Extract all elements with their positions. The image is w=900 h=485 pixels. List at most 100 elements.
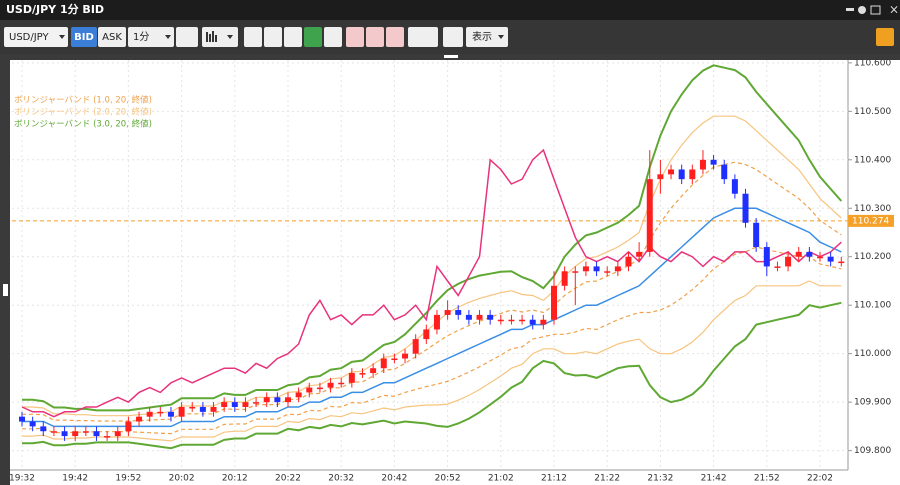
restore-button[interactable]: [870, 5, 881, 15]
band-line: [22, 301, 842, 450]
window-controls: ×: [846, 3, 899, 17]
candle-body: [263, 397, 270, 403]
candle-body: [391, 358, 398, 361]
interval-select[interactable]: [128, 27, 174, 47]
layout-button[interactable]: [304, 27, 322, 47]
symbol-select[interactable]: [4, 27, 68, 47]
candle-body: [785, 256, 792, 267]
dropdown-icon: [59, 35, 65, 39]
candle-body: [508, 319, 515, 322]
x-tick-label: 20:02: [169, 474, 195, 484]
x-tick-label: 19:32: [9, 474, 35, 484]
candle-body: [604, 271, 611, 273]
band-line: [22, 64, 843, 412]
candle-body: [678, 169, 685, 180]
x-tick-label: 22:02: [807, 474, 833, 484]
candle-body: [572, 271, 579, 273]
candle-body: [274, 397, 281, 403]
candle-body: [93, 431, 100, 437]
candle-body: [306, 387, 313, 393]
candle-body: [253, 402, 260, 404]
candle-body: [817, 256, 823, 259]
candle-body: [455, 310, 462, 315]
candle-body: [774, 266, 781, 268]
display-select[interactable]: [466, 27, 508, 47]
x-tick-label: 21:42: [701, 474, 727, 484]
candle-body: [370, 368, 377, 374]
zoom-in-button[interactable]: [244, 27, 262, 47]
window-button[interactable]: [324, 27, 342, 47]
x-tick-label: 21:22: [594, 474, 620, 484]
draw-tool-select[interactable]: [408, 27, 438, 47]
x-tick-label: 21:02: [488, 474, 514, 484]
side-handle[interactable]: [3, 284, 8, 296]
band-line: [22, 246, 842, 435]
candle-body: [189, 406, 196, 409]
minimize-button[interactable]: [846, 8, 854, 11]
resize-handle[interactable]: [444, 55, 458, 58]
bid-button[interactable]: [71, 27, 97, 47]
candle-body: [838, 261, 845, 264]
candle-body: [657, 174, 664, 180]
legend-entry: ボリンジャーバンド (3.0, 20, 終値): [14, 119, 152, 130]
candle-body: [157, 411, 164, 414]
band-line: [22, 161, 842, 422]
snapshot-button[interactable]: [443, 27, 463, 47]
x-tick-label: 19:42: [62, 474, 88, 484]
candle-body: [551, 285, 557, 320]
candle-body: [582, 266, 589, 272]
bid-text: BID: [74, 32, 94, 43]
symbol-text: USD/JPY: [9, 32, 49, 43]
dropdown-icon: [165, 35, 171, 39]
order-button[interactable]: [386, 27, 404, 47]
title-bar: [0, 0, 900, 20]
x-tick-label: 19:52: [115, 474, 141, 484]
compare-button[interactable]: [176, 27, 198, 47]
candle-body: [540, 319, 547, 325]
candle-body: [167, 411, 174, 417]
candle-body: [668, 169, 675, 175]
indicator-button[interactable]: [876, 28, 894, 46]
order-button[interactable]: [346, 27, 364, 47]
candle-body: [295, 392, 302, 398]
y-tick-label: 110.000: [854, 349, 891, 359]
candle-body: [710, 159, 717, 165]
candle-body: [242, 402, 249, 407]
ask-button[interactable]: [98, 27, 126, 47]
candle-body: [72, 431, 79, 437]
x-tick-label: 20:32: [328, 474, 354, 484]
candle-body: [285, 397, 291, 403]
last-price-box: [848, 214, 894, 227]
candle-body: [210, 406, 217, 412]
candle-body: [593, 266, 600, 272]
candle-body: [136, 416, 143, 422]
side-strip: [0, 60, 10, 485]
candle-body: [114, 431, 121, 437]
candle-body: [519, 319, 526, 322]
candle-body: [625, 256, 632, 267]
settings-button[interactable]: [858, 6, 866, 14]
close-icon[interactable]: ×: [889, 3, 899, 17]
candle-body: [731, 179, 738, 194]
indicator-line: [22, 207, 842, 428]
candle-body: [423, 329, 430, 340]
panel-button[interactable]: [284, 27, 302, 47]
band-line: [22, 280, 842, 442]
candle-body: [327, 382, 334, 388]
candle-body: [497, 319, 504, 322]
candle-body: [806, 251, 813, 257]
candle-body: [476, 314, 483, 320]
candle-body: [636, 251, 643, 257]
y-tick-label: 109.900: [854, 398, 891, 408]
order-button[interactable]: [366, 27, 384, 47]
y-tick-label: 110.100: [854, 301, 891, 311]
tool-buttons: [244, 27, 508, 47]
candle-body: [359, 373, 366, 375]
x-tick-label: 20:22: [275, 474, 301, 484]
zoom-out-button[interactable]: [264, 27, 282, 47]
window-title: USD/JPY 1分 BID: [6, 2, 104, 16]
dropdown-icon: [227, 35, 233, 39]
candle-body: [699, 159, 706, 170]
dropdown-icon: [498, 35, 504, 39]
